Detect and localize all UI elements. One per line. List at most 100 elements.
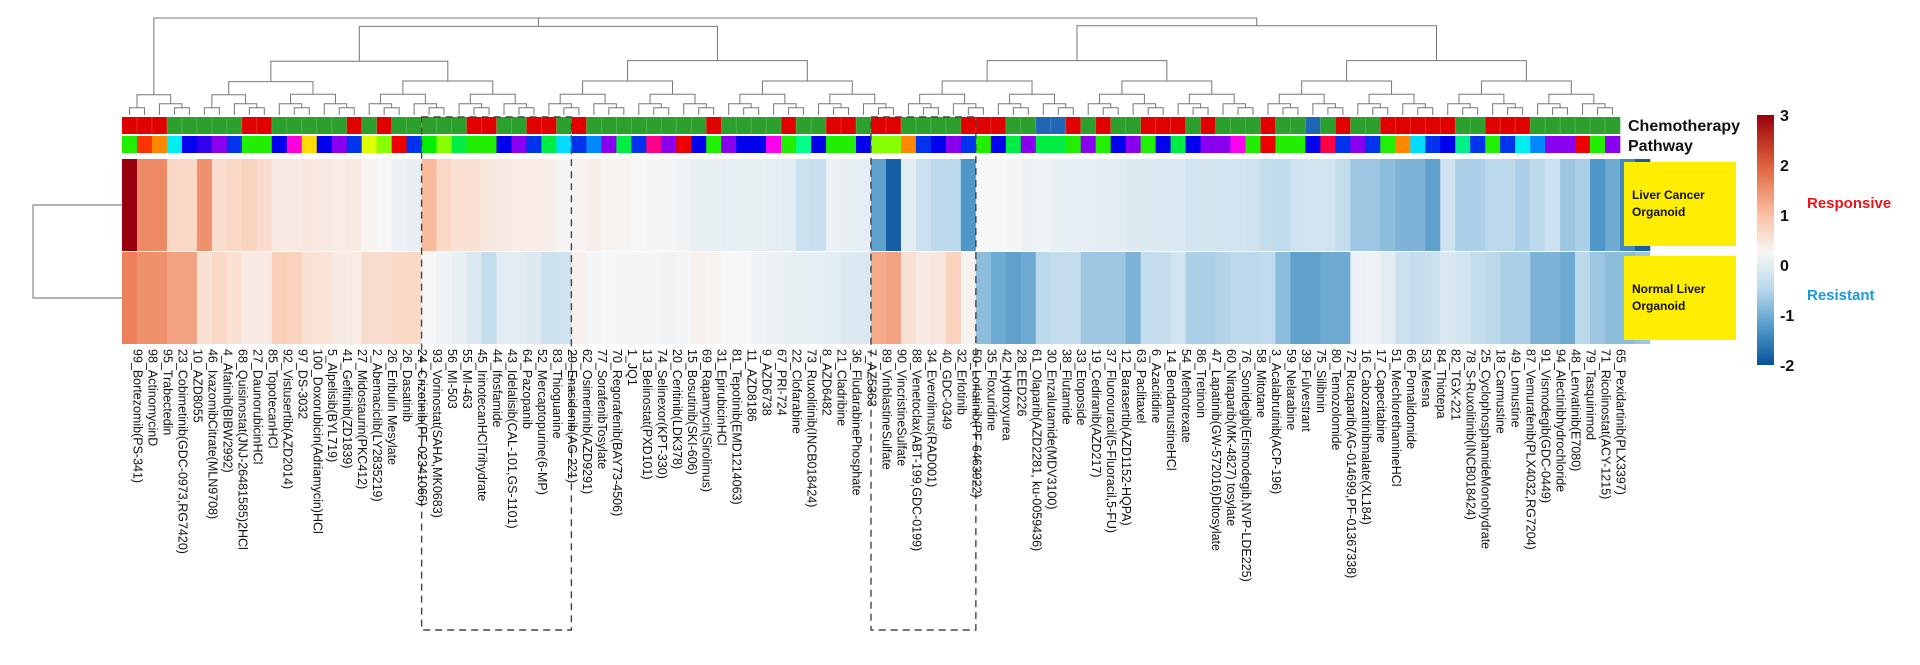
dendrogram-branch <box>136 94 172 108</box>
chemotherapy-cell <box>766 117 782 134</box>
chemotherapy-cell <box>871 117 887 134</box>
dendrogram-branch <box>1582 103 1606 115</box>
heatmap-cell <box>466 159 482 251</box>
column-label: 75_Silibinin <box>1314 349 1328 413</box>
column-label: 59_Nelarabine <box>1284 349 1298 430</box>
column-label: 73_Ruxolitinib(INCB018424) <box>805 349 819 507</box>
column-label: 94_Alectinibhydrochloride <box>1554 349 1568 492</box>
column-label: 55_MI-463 <box>460 349 474 409</box>
heatmap-cell <box>1020 159 1037 251</box>
heatmap-cell <box>226 252 243 344</box>
dendrogram-branch <box>173 107 190 115</box>
heatmap-cell <box>676 159 692 251</box>
chemotherapy-cell <box>286 117 303 134</box>
column-label: 35_Floxuridine <box>984 349 998 431</box>
heatmap-cell <box>361 252 377 344</box>
chemotherapy-cell <box>990 117 1007 134</box>
heatmap-cell <box>301 252 318 344</box>
chemotherapy-cell <box>1455 117 1471 134</box>
chemotherapy-cell <box>376 117 392 134</box>
colorbar-ticks: 3 2 1 0 -1 -2 <box>1780 108 1794 375</box>
heatmap-cell <box>1170 252 1186 344</box>
column-label: 48_Lenvatinib(E7080) <box>1569 349 1583 471</box>
heatmap-cell <box>1410 252 1426 344</box>
chemotherapy-cell <box>930 117 947 134</box>
pathway-cell <box>885 136 902 153</box>
column-label: 62_Osimertinib(AZD9291) <box>580 349 594 494</box>
heatmap-cell <box>166 159 183 251</box>
heatmap-cell <box>1605 252 1621 344</box>
column-label: 56_MI-503 <box>445 349 459 409</box>
heatmap-cell <box>900 252 917 344</box>
pathway-cell <box>1290 136 1306 153</box>
heatmap-cell <box>871 252 887 344</box>
column-label: 100_Doxorubicin(Adriamycin)HCl <box>310 349 324 534</box>
heatmap-cell <box>571 159 587 251</box>
heatmap-cell <box>1230 159 1246 251</box>
pathway-cell <box>181 136 198 153</box>
pathway-cell <box>691 136 707 153</box>
pathway-cell <box>631 136 647 153</box>
column-label: 78_S-Ruxolitinib(INCB018424) <box>1464 349 1478 520</box>
dendrogram-branch <box>683 103 707 115</box>
chemotherapy-cell <box>945 117 962 134</box>
pathway-cell <box>286 136 303 153</box>
heatmap-cell <box>736 159 752 251</box>
dendrogram-branch <box>503 103 527 115</box>
chemotherapy-cell <box>915 117 932 134</box>
column-label: 44_Ifosfamide <box>490 349 504 428</box>
chemotherapy-cell <box>616 117 632 134</box>
dendrogram-branch <box>1009 93 1056 104</box>
column-label: 23_Cobimetinib(GDC-0973,RG7420) <box>175 349 189 554</box>
heatmap-cell <box>1545 252 1561 344</box>
heatmap-cell <box>211 252 228 344</box>
heatmap-cell <box>1260 159 1276 251</box>
dendrogram-branch <box>1132 103 1157 115</box>
heatmap-cell <box>271 159 288 251</box>
heatmap-cell <box>1215 159 1231 251</box>
colorbar-tick-label: -2 <box>1780 358 1794 375</box>
heatmap-cell <box>826 252 842 344</box>
column-label: 50_Lorlatinib(PF-6463922) <box>969 349 983 498</box>
chemotherapy-cell <box>1065 117 1082 134</box>
chemotherapy-cell <box>826 117 842 134</box>
chemotherapy-cell <box>1215 117 1231 134</box>
column-dendrogram <box>128 17 1614 115</box>
heatmap-cell <box>376 252 392 344</box>
chemotherapy-cell <box>196 117 213 134</box>
chemotherapy-cell <box>1185 117 1201 134</box>
chemotherapy-cell <box>721 117 737 134</box>
heatmap-cell <box>1245 252 1261 344</box>
chemotherapy-cell <box>271 117 288 134</box>
column-label: 88_Venetoclax(ABT-199,GDC-0199) <box>909 349 923 551</box>
chemotherapy-cell <box>346 117 362 134</box>
pathway-cell <box>1560 136 1576 153</box>
pathway-cell <box>945 136 962 153</box>
dendrogram-branch <box>473 107 490 115</box>
column-label: 52_Mercaptopurine(6-MP) <box>535 349 549 495</box>
pathway-cell <box>1050 136 1067 153</box>
chemotherapy-cell <box>1155 117 1171 134</box>
dendrogram-branch <box>1507 107 1524 115</box>
chemotherapy-cell <box>1095 117 1111 134</box>
dendrogram-branch <box>548 103 572 115</box>
dendrogram-branch <box>1147 107 1164 115</box>
pathway-cell <box>526 136 542 153</box>
pathway-cell <box>136 136 153 153</box>
column-label: 83_Thioguanine <box>550 349 564 439</box>
heatmap-cell <box>122 252 138 344</box>
heatmap-cell <box>1305 159 1321 251</box>
heatmap-cell <box>1395 252 1411 344</box>
heatmap-cell <box>900 159 917 251</box>
heatmap-cell <box>1335 159 1351 251</box>
chemotherapy-cell <box>646 117 662 134</box>
column-label: 69_Rapamycin(Sirolimus) <box>700 349 714 492</box>
heatmap-cell <box>1410 159 1426 251</box>
column-label: 6_Azacitidine <box>1149 349 1163 423</box>
chemotherapy-cell <box>301 117 318 134</box>
pathway-cell <box>361 136 377 153</box>
pathway-cell <box>1590 136 1606 153</box>
heatmap-cell <box>1575 252 1591 344</box>
heatmap-cell <box>331 159 347 251</box>
chemotherapy-cell <box>1515 117 1531 134</box>
